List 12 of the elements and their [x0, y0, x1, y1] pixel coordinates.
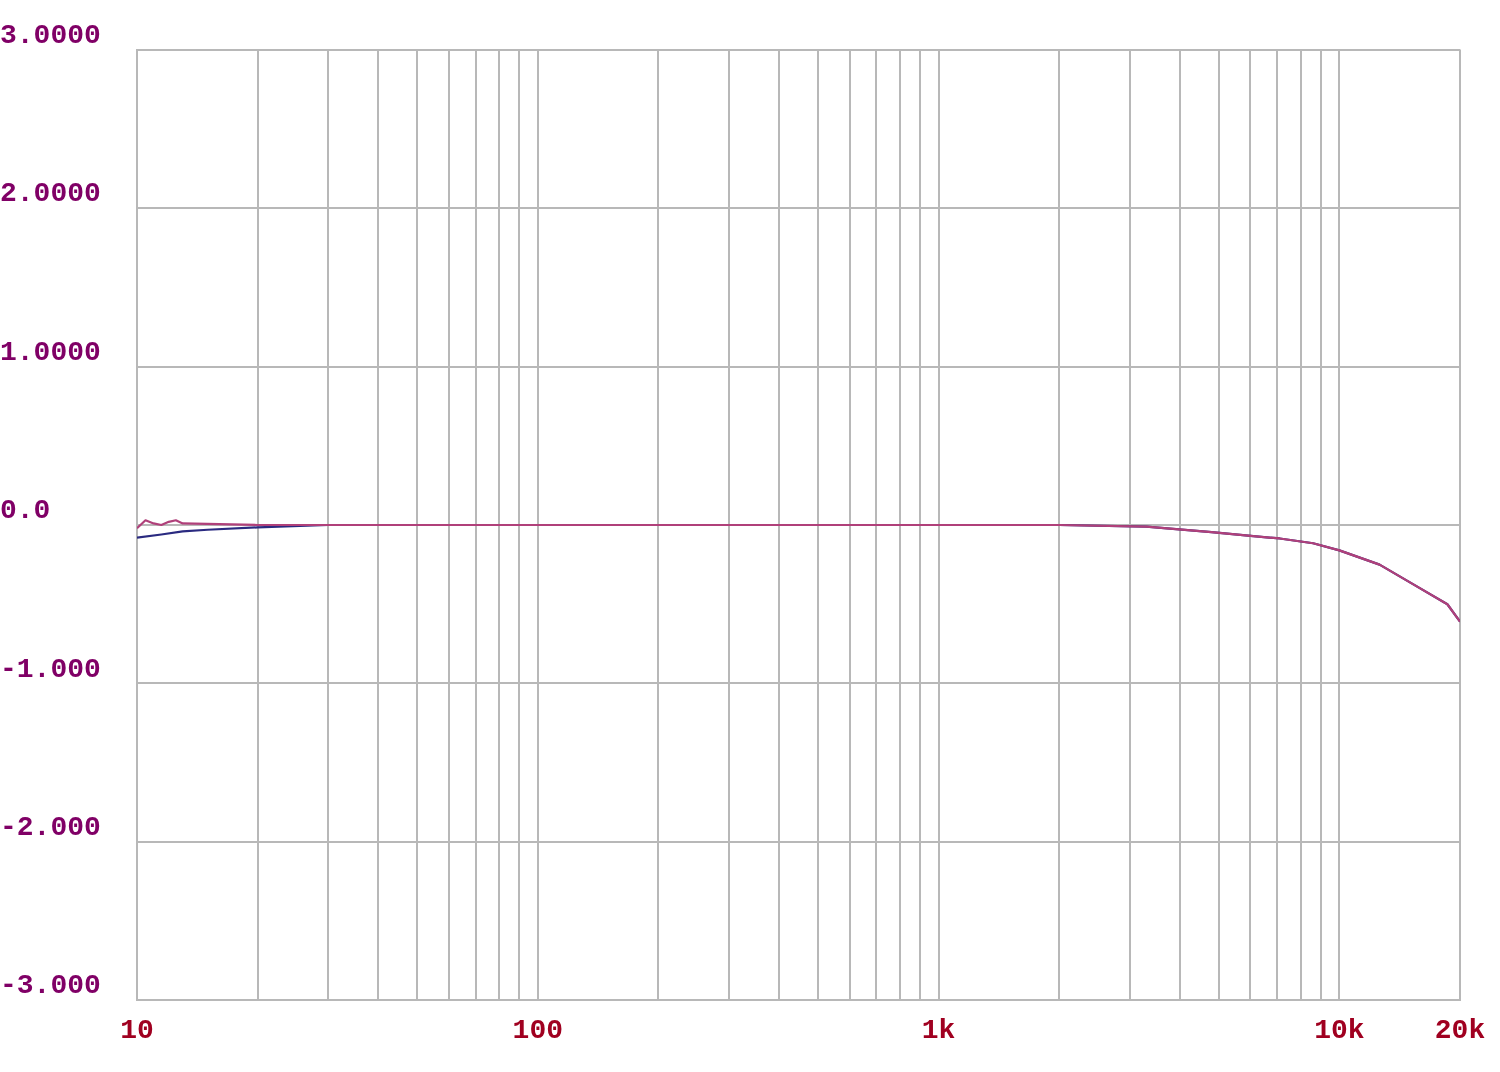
y-tick-label: 2.0000: [0, 178, 101, 210]
y-tick-label: 3.0000: [0, 19, 101, 51]
x-tick-label: 20k: [1434, 1015, 1486, 1047]
x-tick-label: 10: [120, 1015, 154, 1047]
x-tick-label: 1k: [921, 1015, 956, 1047]
x-tick-label: 10k: [1314, 1015, 1365, 1047]
y-tick-label: -3.000: [0, 970, 101, 1002]
x-tick-label: 100: [512, 1015, 563, 1047]
y-tick-label: 1.0000: [0, 336, 101, 368]
y-tick-label: -2.000: [0, 811, 101, 843]
y-tick-label: 0.0: [0, 495, 51, 527]
y-tick-label: -1.000: [0, 653, 101, 685]
